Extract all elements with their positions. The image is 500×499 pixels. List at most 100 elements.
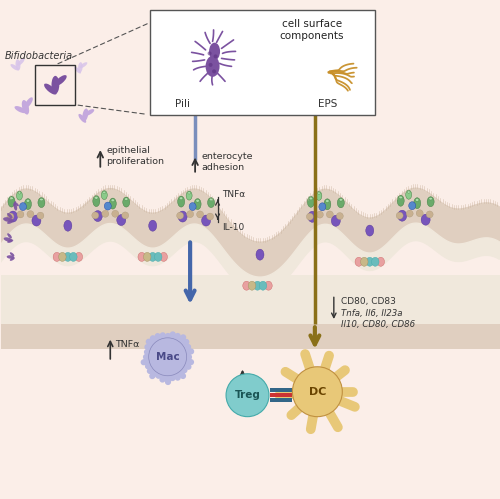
Circle shape (102, 210, 109, 217)
Ellipse shape (148, 220, 156, 231)
Ellipse shape (80, 62, 88, 68)
Ellipse shape (366, 257, 374, 266)
Circle shape (426, 211, 433, 218)
Ellipse shape (408, 202, 416, 210)
Ellipse shape (332, 215, 340, 226)
Ellipse shape (377, 257, 384, 266)
Ellipse shape (254, 281, 261, 290)
Ellipse shape (7, 240, 14, 243)
Ellipse shape (154, 252, 162, 261)
Ellipse shape (186, 191, 192, 200)
Ellipse shape (75, 252, 82, 261)
Bar (36, 65, 76, 105)
Ellipse shape (319, 203, 326, 211)
Ellipse shape (15, 202, 19, 206)
Bar (270, 393, 292, 397)
Text: enterocyte
adhesion: enterocyte adhesion (201, 152, 252, 172)
Ellipse shape (406, 190, 411, 199)
Bar (0, 274, 500, 349)
Text: TNFα: TNFα (222, 190, 246, 199)
Circle shape (206, 213, 214, 220)
Ellipse shape (94, 211, 102, 222)
Text: DC: DC (308, 387, 326, 397)
Ellipse shape (308, 196, 314, 207)
Ellipse shape (339, 199, 342, 201)
Ellipse shape (104, 202, 112, 210)
Ellipse shape (372, 257, 379, 266)
Ellipse shape (38, 198, 45, 208)
Ellipse shape (124, 198, 128, 200)
Ellipse shape (316, 191, 322, 200)
Ellipse shape (178, 196, 184, 207)
Text: Pili: Pili (175, 99, 190, 109)
Circle shape (396, 212, 403, 219)
Ellipse shape (26, 200, 30, 202)
Text: EPS: EPS (318, 99, 337, 109)
Circle shape (208, 63, 212, 67)
Circle shape (148, 338, 186, 376)
Ellipse shape (3, 217, 13, 222)
Ellipse shape (13, 201, 16, 206)
Ellipse shape (53, 252, 60, 261)
Circle shape (122, 212, 128, 219)
Ellipse shape (194, 199, 201, 210)
Ellipse shape (196, 200, 200, 202)
Ellipse shape (397, 195, 404, 206)
Ellipse shape (24, 97, 33, 108)
Ellipse shape (111, 199, 114, 202)
Circle shape (326, 211, 334, 218)
Ellipse shape (189, 203, 196, 211)
Ellipse shape (20, 203, 26, 211)
Ellipse shape (138, 252, 145, 261)
Ellipse shape (10, 64, 18, 70)
Ellipse shape (10, 257, 15, 261)
Ellipse shape (178, 211, 187, 222)
Ellipse shape (17, 58, 24, 66)
Ellipse shape (58, 252, 66, 261)
Ellipse shape (259, 281, 266, 290)
Ellipse shape (82, 108, 88, 121)
Ellipse shape (366, 225, 374, 236)
Ellipse shape (416, 199, 419, 201)
Circle shape (17, 211, 24, 218)
Ellipse shape (16, 59, 20, 70)
Ellipse shape (398, 210, 406, 221)
Circle shape (306, 213, 314, 220)
Ellipse shape (16, 191, 22, 200)
Circle shape (7, 213, 14, 220)
Ellipse shape (7, 220, 14, 224)
Circle shape (92, 212, 99, 219)
Ellipse shape (202, 215, 210, 226)
Ellipse shape (70, 252, 77, 261)
Text: Il10, CD80, CD86: Il10, CD80, CD86 (341, 320, 415, 329)
Ellipse shape (8, 211, 18, 222)
Bar (270, 388, 292, 392)
Ellipse shape (188, 192, 190, 194)
Text: Mac: Mac (156, 352, 180, 362)
Ellipse shape (32, 215, 41, 226)
Ellipse shape (117, 215, 126, 226)
Text: Treg: Treg (234, 390, 260, 400)
Ellipse shape (308, 211, 317, 222)
Ellipse shape (94, 197, 98, 199)
Ellipse shape (210, 198, 213, 201)
Ellipse shape (14, 204, 17, 211)
Circle shape (176, 212, 184, 219)
Ellipse shape (103, 191, 106, 194)
Ellipse shape (427, 197, 434, 207)
Ellipse shape (7, 233, 12, 239)
Ellipse shape (40, 198, 43, 201)
Ellipse shape (54, 75, 66, 86)
Circle shape (316, 211, 324, 218)
Ellipse shape (360, 257, 368, 266)
Text: components: components (280, 31, 344, 41)
Ellipse shape (10, 197, 13, 200)
Ellipse shape (123, 197, 130, 207)
Ellipse shape (64, 220, 72, 231)
Ellipse shape (18, 192, 21, 194)
Text: CD80, CD83: CD80, CD83 (341, 297, 396, 306)
FancyBboxPatch shape (150, 10, 375, 115)
Ellipse shape (74, 67, 81, 73)
Ellipse shape (180, 197, 183, 200)
Ellipse shape (7, 213, 12, 219)
